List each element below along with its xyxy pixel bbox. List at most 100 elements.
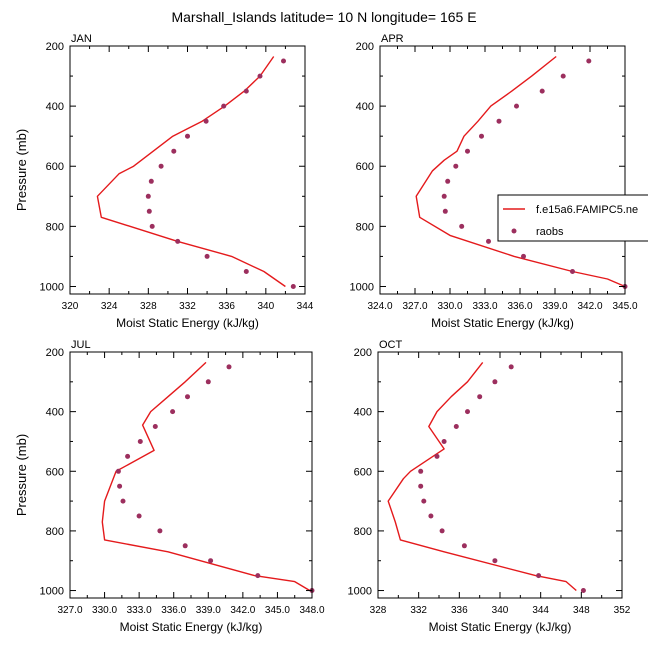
- x-tick-label: 324.0: [367, 301, 392, 312]
- raobs-point: [157, 528, 163, 534]
- figure-title: Marshall_Islands latitude= 10 N longitud…: [171, 9, 476, 25]
- y-tick-label: 600: [46, 466, 64, 478]
- raobs-point: [508, 364, 514, 370]
- raobs-point: [145, 193, 151, 199]
- legend: f.e15a6.FAMIPC5.ne raobs: [497, 194, 648, 242]
- raobs-point: [445, 178, 451, 184]
- raobs-point: [146, 208, 152, 214]
- raobs-point: [514, 103, 519, 109]
- x-tick-label: 324: [101, 301, 118, 312]
- raobs-point: [185, 133, 190, 139]
- x-tick-label: 345.0: [612, 301, 637, 312]
- raobs-point: [428, 513, 434, 519]
- raobs-point: [175, 238, 181, 244]
- raobs-point: [434, 453, 440, 459]
- raobs-point: [459, 223, 465, 229]
- raobs-point: [441, 439, 447, 444]
- legend-box: [497, 194, 648, 242]
- raobs-point: [158, 163, 164, 169]
- raobs-point: [536, 573, 542, 579]
- panel-label: OCT: [379, 339, 403, 351]
- raobs-point: [465, 148, 470, 154]
- x-tick-label: 332: [410, 605, 427, 616]
- x-axis-label: Moist Static Energy (kJ/kg): [431, 316, 574, 330]
- y-tick-label: 800: [356, 221, 374, 233]
- y-tick-label: 800: [46, 526, 64, 538]
- y-tick-label: 200: [46, 347, 64, 359]
- x-tick-label: 342.0: [577, 301, 602, 312]
- raobs-point: [521, 253, 526, 259]
- y-tick-label: 1000: [40, 281, 64, 293]
- raobs-point: [281, 58, 286, 64]
- raobs-point: [203, 118, 209, 124]
- raobs-point: [496, 118, 502, 124]
- model-profile-line: [415, 55, 625, 288]
- raobs-point: [418, 483, 424, 489]
- x-tick-label: 330.0: [437, 301, 462, 312]
- chart-panel-jan: 320 324 328 332 336 340 344 200 400 600 800 1000 JAN…: [14, 33, 314, 330]
- plot-frame: [379, 45, 626, 295]
- plot-frame: [69, 45, 306, 295]
- raobs-point: [226, 364, 232, 370]
- y-tick-label: 600: [46, 161, 64, 173]
- model-profile-line: [96, 56, 286, 288]
- y-tick-label: 800: [46, 221, 64, 233]
- x-tick-label: 327.0: [57, 605, 82, 616]
- x-tick-label: 333.0: [472, 301, 497, 312]
- x-tick-label: 328: [140, 301, 157, 312]
- raobs-point: [148, 178, 154, 184]
- raobs-point: [421, 498, 427, 504]
- raobs-point: [442, 208, 448, 214]
- x-tick-label: 340: [257, 301, 274, 312]
- raobs-point: [492, 558, 498, 564]
- x-tick-label: 333.0: [127, 605, 152, 616]
- x-tick-label: 336.0: [161, 605, 186, 616]
- panel-label: APR: [381, 33, 404, 45]
- y-tick-label: 1000: [40, 586, 64, 598]
- raobs-point: [580, 588, 586, 593]
- plot-frame: [377, 351, 623, 599]
- raobs-point: [204, 253, 210, 259]
- raobs-point: [221, 103, 227, 109]
- y-tick-label: 400: [46, 407, 64, 419]
- model-profile-line: [387, 361, 577, 592]
- raobs-point: [170, 409, 176, 415]
- x-tick-label: 327.0: [402, 301, 427, 312]
- x-tick-label: 336.0: [507, 301, 532, 312]
- raobs-point: [461, 543, 467, 549]
- y-tick-label: 1000: [350, 281, 374, 293]
- legend-entry-raobs: raobs: [536, 226, 564, 238]
- x-tick-label: 344: [532, 605, 549, 616]
- chart-panel-apr: 324.0 327.0 330.0 333.0 336.0 339.0 342.0 345.0…: [350, 33, 648, 330]
- y-tick-label: 600: [354, 466, 372, 478]
- x-axis-label: Moist Static Energy (kJ/kg): [120, 620, 263, 634]
- plot-frame: [69, 351, 313, 599]
- y-axis-label: Pressure (mb): [14, 129, 29, 211]
- y-tick-label: 200: [354, 347, 372, 359]
- raobs-point: [453, 424, 459, 429]
- raobs-point: [586, 58, 592, 64]
- y-tick-label: 400: [354, 407, 372, 419]
- x-axis-label: Moist Static Energy (kJ/kg): [116, 316, 259, 330]
- x-tick-label: 330.0: [92, 605, 117, 616]
- raobs-point: [255, 573, 261, 579]
- x-tick-label: 342.0: [230, 605, 255, 616]
- raobs-point: [208, 558, 214, 564]
- raobs-point: [182, 543, 188, 549]
- raobs-point: [290, 284, 296, 289]
- raobs-point: [477, 394, 483, 400]
- legend-marker-swatch: [511, 228, 517, 234]
- chart-panel-jul: 327.0 330.0 333.0 336.0 339.0 342.0 345.0 348.0…: [14, 339, 325, 634]
- raobs-point: [243, 269, 249, 274]
- raobs-point: [453, 163, 459, 169]
- y-tick-label: 200: [46, 41, 64, 53]
- raobs-point: [152, 424, 158, 429]
- raobs-point: [486, 238, 491, 244]
- x-tick-label: 344: [297, 301, 314, 312]
- raobs-point: [120, 498, 126, 504]
- raobs-point: [441, 193, 447, 199]
- raobs-point: [137, 439, 143, 444]
- y-tick-label: 600: [356, 161, 374, 173]
- raobs-point: [257, 73, 263, 79]
